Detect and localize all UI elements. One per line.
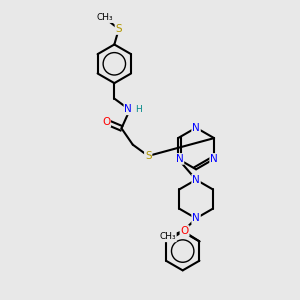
- Text: H: H: [135, 105, 142, 114]
- Text: S: S: [145, 151, 152, 161]
- Text: O: O: [180, 226, 189, 236]
- Text: N: N: [192, 175, 200, 185]
- Text: N: N: [210, 154, 218, 164]
- Text: CH₃: CH₃: [159, 232, 176, 242]
- Text: N: N: [176, 154, 183, 164]
- Text: N: N: [192, 213, 200, 224]
- Text: N: N: [124, 104, 132, 114]
- Text: S: S: [116, 24, 122, 34]
- Text: N: N: [192, 123, 200, 133]
- Text: O: O: [102, 117, 110, 127]
- Text: CH₃: CH₃: [96, 13, 113, 22]
